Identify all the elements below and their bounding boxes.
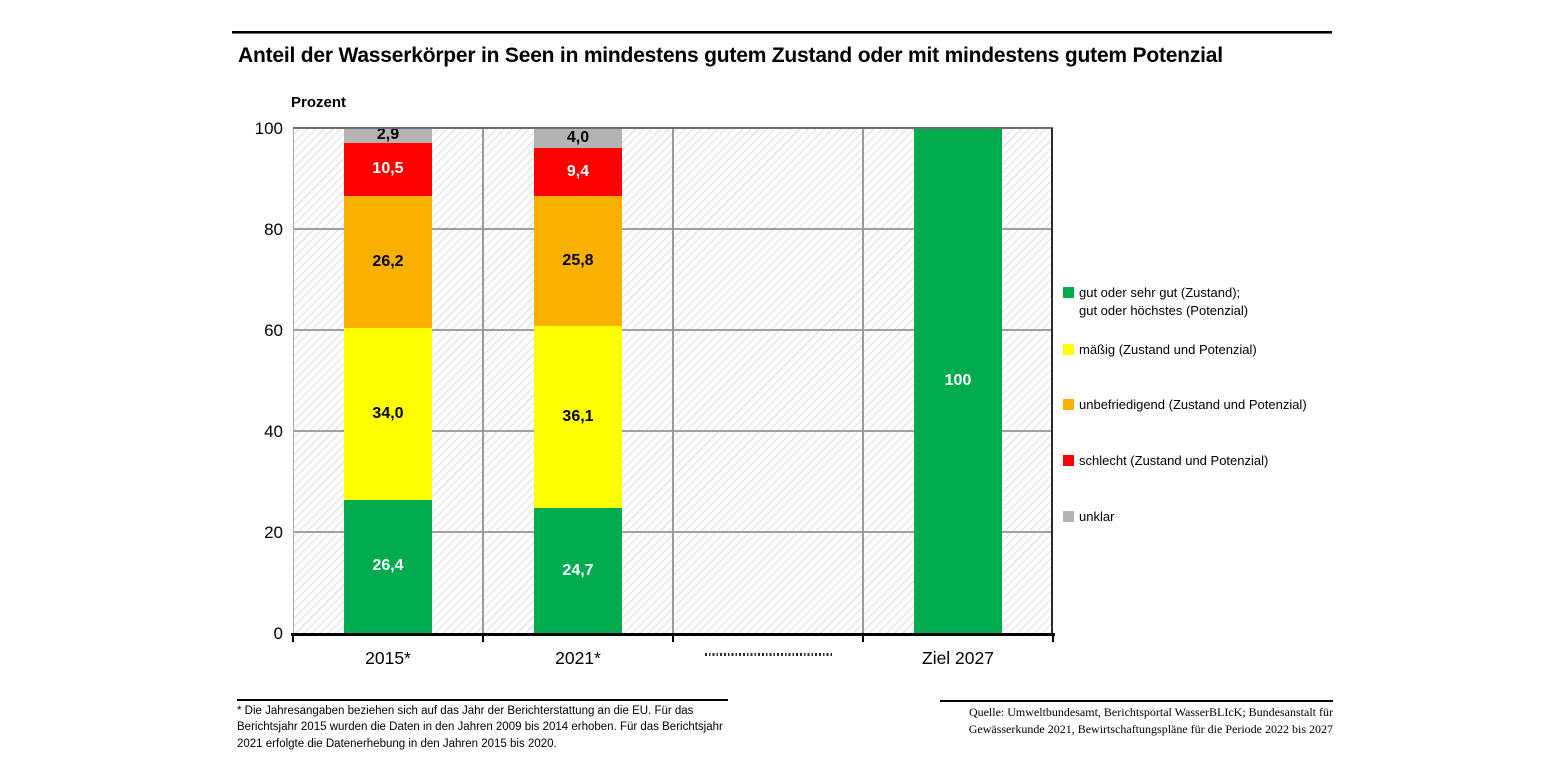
footnote: * Die Jahresangaben beziehen sich auf da…	[237, 705, 723, 750]
bar-value-label: 26,2	[372, 252, 404, 270]
axis-tick	[482, 635, 484, 642]
x-gridline	[862, 128, 864, 633]
legend-swatch	[1063, 344, 1074, 355]
bar-value-label: 36,1	[562, 408, 594, 426]
axis-tick	[862, 635, 864, 642]
bar-value-label: 4,0	[566, 129, 590, 147]
bar-value-label: 100	[944, 371, 972, 389]
bar-value-label: 2,9	[376, 126, 400, 144]
bar-segment: 34,0	[344, 328, 432, 500]
axis-tick	[672, 635, 674, 642]
y-tick-label: 100	[254, 119, 283, 138]
legend-item: unbefriedigend (Zustand und Potenzial)	[1063, 396, 1363, 414]
legend-label: gut oder sehr gut (Zustand); gut oder hö…	[1079, 285, 1249, 318]
bar-value-label: 9,4	[566, 162, 590, 180]
x-gridline	[482, 128, 484, 633]
bar-segment: 10,5	[344, 142, 432, 196]
source-rule	[940, 700, 1333, 702]
plot-border-right	[1051, 128, 1053, 633]
plot-area: 26,4 34,0 26,2 10,5 2,9 24,7 36,1 25,8 9,4 4,0 100	[293, 126, 1053, 633]
legend-item: schlecht (Zustand und Potenzial)	[1063, 452, 1363, 470]
bar-segment: 100	[914, 128, 1002, 633]
bar-segment: 2,9	[344, 126, 432, 144]
legend-label: schlecht (Zustand und Potenzial)	[1079, 453, 1269, 468]
title-rule	[232, 31, 1332, 34]
axis-tick	[1052, 635, 1054, 642]
source-note: Quelle: Umweltbundesamt, Berichtsportal …	[968, 705, 1333, 737]
bar-segment: 26,4	[344, 499, 432, 633]
legend-label: unbefriedigend (Zustand und Potenzial)	[1079, 397, 1307, 412]
x-gridline	[672, 128, 674, 633]
legend-swatch	[1063, 511, 1074, 522]
bar-segment: 4,0	[534, 128, 622, 149]
bar-value-label: 34,0	[372, 404, 404, 422]
legend-swatch	[1063, 455, 1074, 466]
legend-swatch	[1063, 399, 1074, 410]
x-tick-label: 2015*	[365, 648, 411, 668]
legend-item: unklar	[1063, 508, 1363, 526]
bar-segment: 36,1	[534, 325, 622, 509]
bar-segment: 24,7	[534, 508, 622, 633]
bar-value-label: 10,5	[372, 160, 404, 178]
page-title: Anteil der Wasserkörper in Seen in minde…	[238, 44, 1223, 67]
y-tick-label: 40	[264, 422, 283, 441]
bar-segment: 25,8	[534, 195, 622, 326]
legend-item: mäßig (Zustand und Potenzial)	[1063, 341, 1363, 359]
legend-swatch	[1063, 287, 1074, 298]
bar-value-label: 26,4	[372, 557, 404, 575]
plot-border-left	[293, 128, 294, 633]
footnote-rule	[237, 699, 728, 701]
axis-break-dots	[704, 653, 832, 656]
y-axis-title: Prozent	[291, 94, 347, 111]
x-tick-label: Ziel 2027	[922, 648, 994, 668]
legend-label: unklar	[1079, 509, 1115, 524]
x-tick-label: 2021*	[555, 648, 601, 668]
plot-border-top	[293, 127, 1053, 129]
bar-segment: 26,2	[344, 195, 432, 328]
y-tick-label: 20	[264, 523, 283, 542]
bar-value-label: 25,8	[562, 251, 594, 269]
legend-item: gut oder sehr gut (Zustand); gut oder hö…	[1063, 284, 1363, 320]
bar-value-label: 24,7	[562, 561, 594, 579]
x-axis-line	[291, 633, 1055, 636]
legend-label: mäßig (Zustand und Potenzial)	[1079, 342, 1257, 357]
bar-segment: 9,4	[534, 148, 622, 196]
axis-tick	[292, 635, 294, 642]
y-tick-label: 60	[264, 321, 283, 340]
y-tick-label: 80	[264, 220, 283, 239]
y-tick-label: 0	[273, 624, 283, 643]
